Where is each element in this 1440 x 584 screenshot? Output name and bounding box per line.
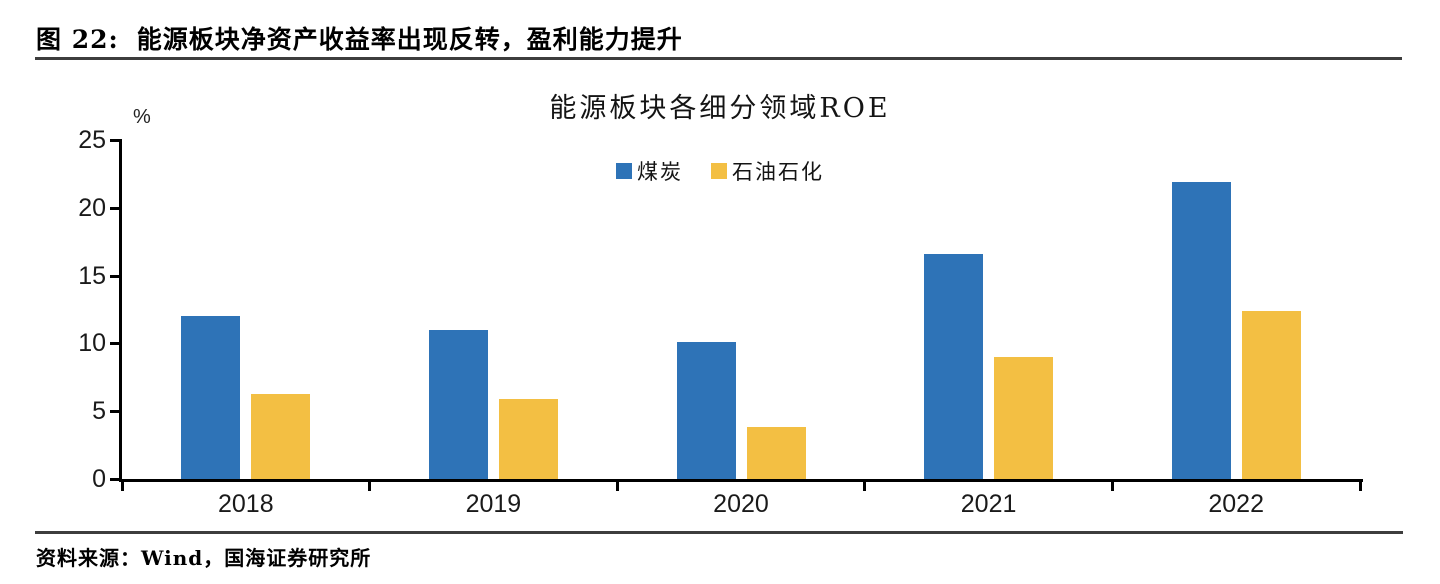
y-tick-label-25: 25 <box>78 126 106 154</box>
header-divider <box>35 57 1402 60</box>
bar-petro-2021 <box>994 357 1053 479</box>
y-tick-label-0: 0 <box>92 465 106 493</box>
y-tick-5 <box>110 410 119 414</box>
legend-label-petro: 石油石化 <box>732 160 824 184</box>
x-label-2022: 2022 <box>1208 490 1264 518</box>
bar-coal-2019 <box>429 330 488 479</box>
x-boundary-tick-2 <box>615 481 619 491</box>
legend-swatch-coal <box>616 163 632 179</box>
bar-petro-2020 <box>747 427 806 479</box>
bar-coal-2021 <box>924 254 983 479</box>
y-tick-label-10: 10 <box>78 329 106 358</box>
legend-label-coal: 煤炭 <box>637 160 683 184</box>
y-axis <box>119 139 122 482</box>
x-boundary-tick-4 <box>1110 481 1114 491</box>
x-label-2020: 2020 <box>713 490 769 518</box>
y-axis-unit-label: % <box>133 106 151 128</box>
bar-coal-2018 <box>181 316 240 479</box>
bar-petro-2022 <box>1242 311 1301 479</box>
bar-coal-2022 <box>1172 182 1231 479</box>
x-boundary-tick-3 <box>863 481 867 491</box>
footer-divider <box>35 531 1403 534</box>
source-line: 资料来源：Wind，国海证券研究所 <box>36 546 372 570</box>
chart-legend: 煤炭 石油石化 <box>220 156 1220 186</box>
chart-title: 能源板块各细分领域ROE <box>549 93 891 124</box>
legend-item-petro: 石油石化 <box>711 156 824 186</box>
legend-item-coal: 煤炭 <box>616 156 683 186</box>
x-label-2021: 2021 <box>960 490 1017 518</box>
y-tick-10 <box>110 342 119 346</box>
bar-coal-2020 <box>677 342 736 479</box>
figure-header: 图 22: 能源板块净资产收益率出现反转，盈利能力提升 <box>36 20 683 56</box>
y-tick-15 <box>110 274 119 278</box>
x-boundary-tick-5 <box>1358 481 1362 491</box>
y-tick-label-15: 15 <box>78 261 106 290</box>
y-tick-label-5: 5 <box>92 397 106 426</box>
y-tick-25 <box>110 139 119 142</box>
x-label-2019: 2019 <box>465 490 522 518</box>
bar-petro-2018 <box>251 394 310 479</box>
y-tick-20 <box>110 206 119 210</box>
x-label-2018: 2018 <box>217 490 274 518</box>
x-boundary-tick-0 <box>120 481 124 491</box>
x-axis <box>119 479 1363 482</box>
figure-number-label: 图 22: <box>36 25 119 54</box>
y-tick-label-20: 20 <box>78 193 106 222</box>
bar-petro-2019 <box>499 399 558 479</box>
figure-title: 能源板块净资产收益率出现反转，盈利能力提升 <box>136 25 683 54</box>
x-boundary-tick-1 <box>368 481 372 491</box>
y-tick-0 <box>110 478 119 481</box>
legend-swatch-petro <box>711 163 727 179</box>
